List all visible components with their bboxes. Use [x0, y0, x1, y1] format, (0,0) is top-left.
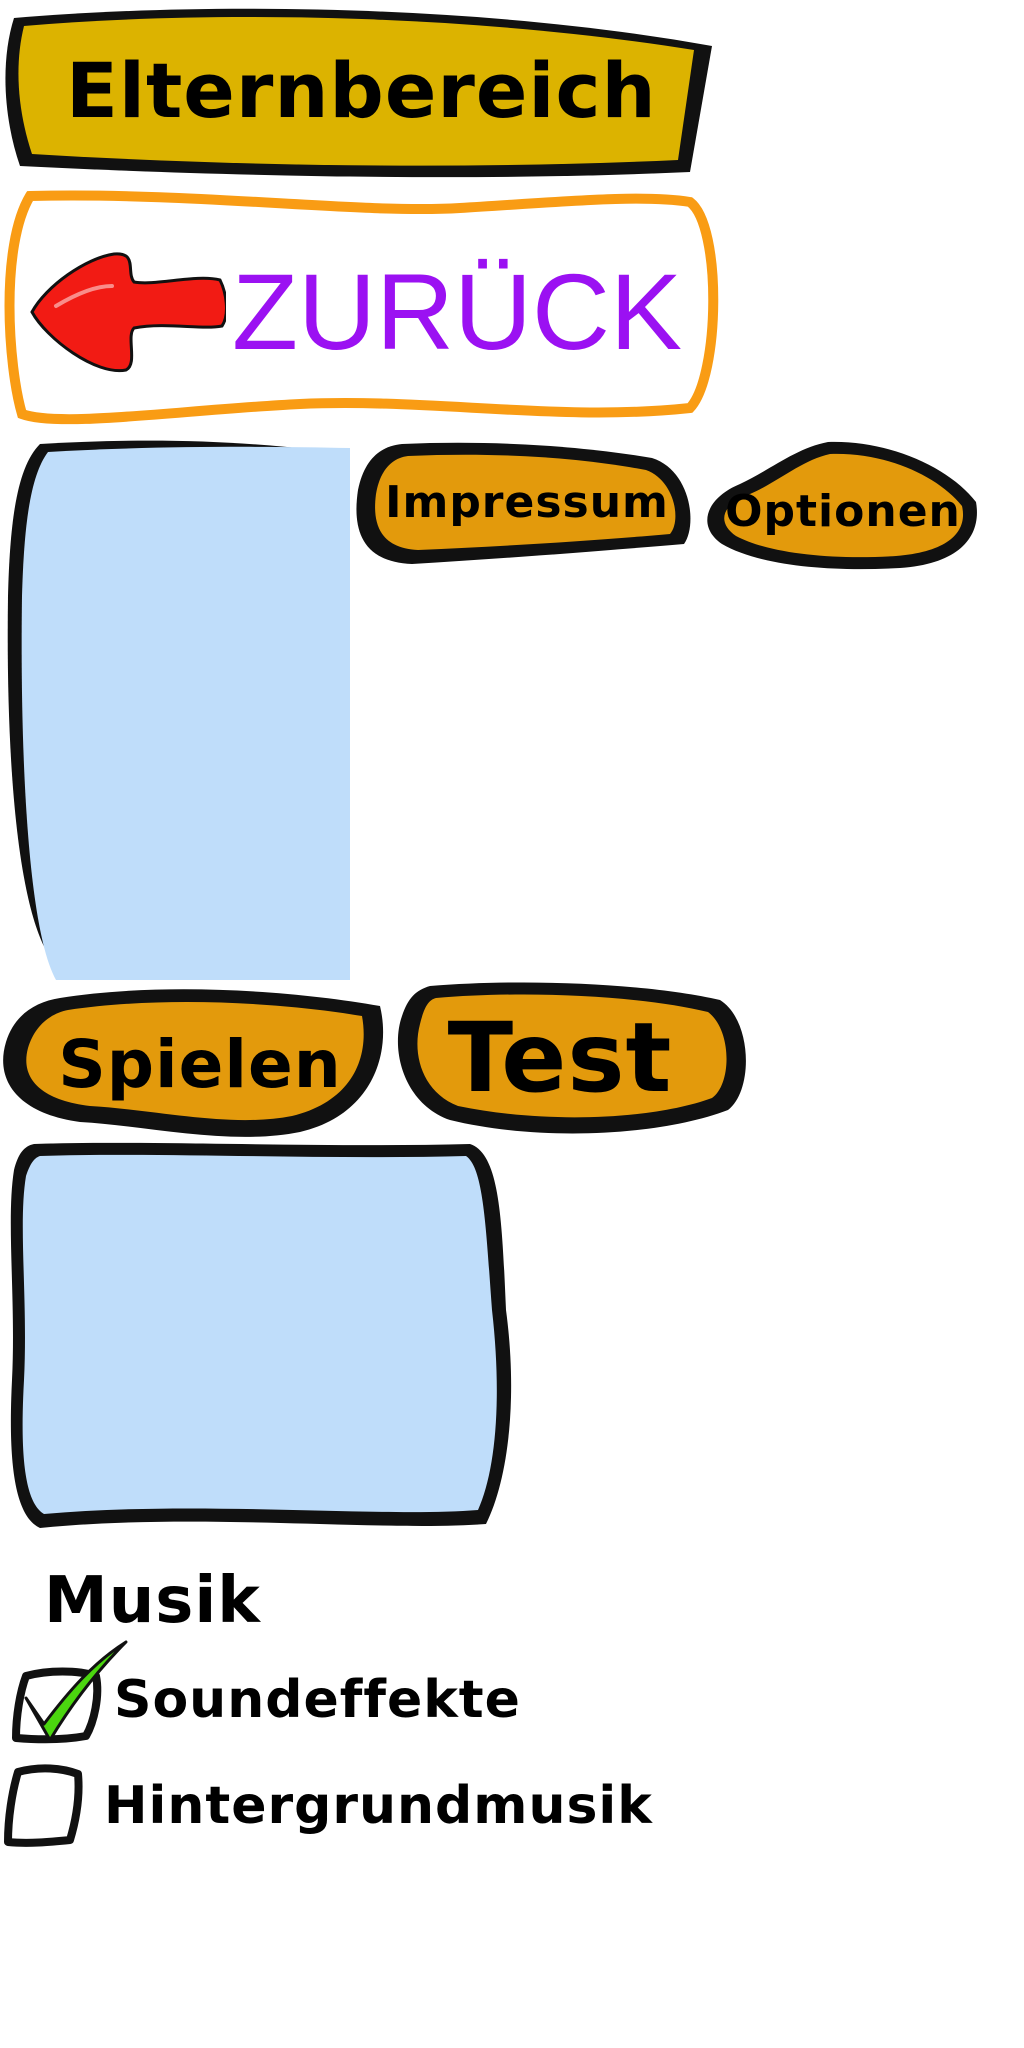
checkbox-checked-icon [12, 1640, 128, 1744]
impressum-button[interactable]: Impressum [352, 440, 702, 570]
info-panel-left [0, 436, 360, 986]
checkbox-unchecked-icon [4, 1764, 83, 1847]
header-banner: Elternbereich [0, 0, 720, 190]
back-button[interactable]: ZURÜCK [0, 186, 720, 436]
info-panel-left-shape [7, 436, 360, 986]
test-button-shape [397, 982, 746, 1134]
optionen-button[interactable]: Optionen [700, 440, 980, 572]
header-banner-shape [5, 8, 712, 178]
test-button-label: Test [447, 1002, 673, 1114]
music-heading: Musik [44, 1564, 261, 1638]
info-panel-lower [0, 1140, 520, 1540]
soundeffekte-label: Soundeffekte [114, 1670, 521, 1730]
hintergrundmusik-label: Hintergrundmusik [104, 1776, 653, 1836]
info-panel-lower-shape [10, 1142, 512, 1528]
impressum-button-shape [356, 442, 691, 564]
impressum-button-label: Impressum [385, 476, 669, 528]
hintergrundmusik-option[interactable]: Hintergrundmusik [0, 1756, 653, 1856]
spielen-button[interactable]: Spielen [0, 986, 390, 1142]
soundeffekte-option[interactable]: Soundeffekte [0, 1640, 560, 1750]
test-button[interactable]: Test [390, 980, 750, 1138]
back-button-label: ZURÜCK [232, 250, 682, 372]
optionen-button-label: Optionen [725, 485, 961, 537]
back-button-shape [4, 190, 719, 425]
red-arrow-left-icon [30, 252, 226, 373]
spielen-button-shape [3, 989, 384, 1137]
spielen-button-label: Spielen [58, 1025, 342, 1103]
optionen-button-shape [707, 441, 977, 570]
page-title: Elternbereich [66, 45, 657, 135]
